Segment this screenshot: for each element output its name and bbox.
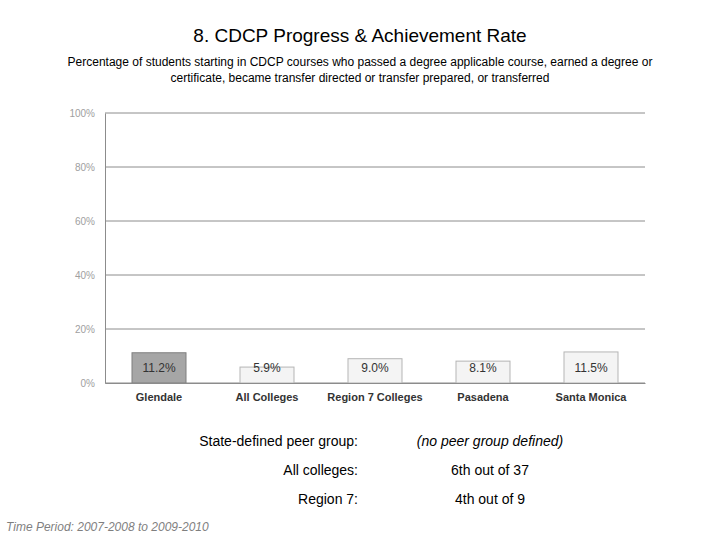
y-tick: 100% (69, 108, 105, 119)
ranking-value: 4th out of 9 (455, 491, 525, 507)
grid-line (105, 275, 645, 276)
x-tick: All Colleges (236, 383, 299, 403)
data-label: 8.1% (469, 361, 497, 375)
y-tick: 20% (75, 324, 105, 335)
footnote: Time Period: 2007-2008 to 2009-2010 (6, 520, 209, 534)
y-tick: 40% (75, 270, 105, 281)
y-tick: 60% (75, 216, 105, 227)
ranking-label: Region 7: (298, 491, 358, 507)
grid-line (105, 113, 645, 114)
x-tick-label: All Colleges (236, 391, 299, 403)
data-label: 11.2% (142, 361, 175, 375)
grid-line (105, 221, 645, 222)
bars (132, 352, 618, 383)
x-tick-label: Santa Monica (556, 391, 628, 403)
bar (564, 352, 618, 383)
grid-line (105, 167, 645, 168)
y-tick-label: 20% (75, 324, 95, 335)
y-tick-label: 100% (69, 108, 95, 119)
x-tick-label: Pasadena (457, 391, 509, 403)
data-label: 9.0% (361, 361, 389, 375)
ranking-value: 6th out of 37 (451, 462, 529, 478)
data-labels: 11.2% 5.9% 9.0% 8.1% 11.5% (142, 361, 607, 375)
grid (105, 113, 645, 383)
grid-line (105, 329, 645, 330)
y-tick: 0% (81, 378, 105, 389)
x-tick-label: Glendale (136, 391, 182, 403)
y-tick-label: 0% (81, 378, 96, 389)
ranking-label: All colleges: (283, 462, 358, 478)
x-axis-line (106, 383, 646, 384)
y-axis-line (105, 114, 106, 384)
x-tick: Glendale (136, 383, 182, 403)
x-tick: Santa Monica (556, 383, 628, 403)
rankings: State-defined peer group: (no peer group … (199, 433, 563, 507)
data-label: 5.9% (253, 361, 281, 375)
y-tick: 80% (75, 162, 105, 173)
y-tick-label: 40% (75, 270, 95, 281)
y-tick-label: 80% (75, 162, 95, 173)
x-axis: Glendale All Colleges Region 7 Colleges Pas… (106, 383, 646, 403)
y-tick-label: 60% (75, 216, 95, 227)
subtitle: Percentage of students starting in CDCP … (68, 55, 653, 85)
x-tick-label: Region 7 Colleges (327, 391, 422, 403)
data-label: 11.5% (574, 361, 607, 375)
ranking-value: (no peer group defined) (417, 433, 563, 449)
x-tick: Pasadena (457, 383, 509, 403)
bar (348, 359, 402, 383)
x-tick: Region 7 Colleges (327, 383, 422, 403)
bar (132, 353, 186, 383)
ranking-label: State-defined peer group: (199, 433, 358, 449)
chart: 8. CDCP Progress & Achievement Rate Perce… (0, 0, 720, 540)
title: 8. CDCP Progress & Achievement Rate (193, 25, 526, 46)
y-axis: 0% 20% 40% 60% 80% 100% (69, 108, 105, 389)
bar (456, 361, 510, 383)
